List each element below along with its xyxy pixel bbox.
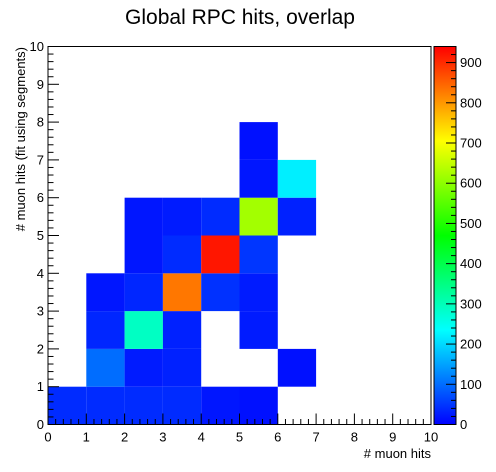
- colorbar-axis: 0 100 200 300 400 500 600 700 800 900: [446, 54, 482, 432]
- heatmap-cells: [48, 122, 317, 425]
- colorbar-tick-label: 600: [460, 176, 482, 191]
- y-tick-label: 3: [37, 304, 44, 319]
- heatmap-cell: [239, 197, 278, 236]
- y-tick-label: 6: [37, 190, 44, 205]
- x-tick-label: 0: [44, 430, 51, 445]
- heatmap-cell: [86, 311, 125, 349]
- x-tick-label: 6: [274, 430, 281, 445]
- heatmap-cell: [239, 159, 278, 198]
- heatmap-cell: [48, 386, 87, 425]
- y-tick-label: 9: [37, 77, 44, 92]
- colorbar-tick-label: 400: [460, 256, 482, 271]
- x-tick-label: 1: [83, 430, 90, 445]
- heatmap-cell: [201, 197, 240, 236]
- heatmap-cell: [277, 197, 317, 236]
- y-tick-label: 10: [30, 39, 44, 54]
- x-tick-label: 9: [389, 430, 396, 445]
- heatmap-cell: [162, 348, 202, 387]
- x-tick-label: 8: [351, 430, 358, 445]
- heatmap-cell: [201, 273, 240, 312]
- heatmap-cell: [201, 235, 240, 274]
- colorbar-tick-label: 900: [460, 55, 482, 70]
- heatmap-cell: [162, 197, 202, 236]
- heatmap-cell: [124, 348, 163, 387]
- x-tick-label: 4: [198, 430, 205, 445]
- heatmap-cell: [239, 122, 278, 160]
- colorbar-tick-label: 100: [460, 377, 482, 392]
- heatmap-cell: [162, 311, 202, 349]
- colorbar-tick-label: 300: [460, 296, 482, 311]
- heatmap-cell: [162, 273, 202, 312]
- y-tick-label: 8: [37, 115, 44, 130]
- axes: 0 1 2 3 4 5 6 7 8 9 10 0 1 2 3 4 5 6 7 8 9 10: [30, 39, 439, 445]
- heatmap-cell: [277, 348, 317, 387]
- y-axis-label: # muon hits (fit using segments): [13, 47, 28, 231]
- y-tick-label: 7: [37, 152, 44, 167]
- y-tick-label: 0: [37, 417, 44, 432]
- heatmap-cell: [162, 386, 202, 425]
- heatmap-cell: [124, 197, 163, 236]
- heatmap-cell: [239, 386, 278, 425]
- heatmap-cell: [86, 348, 125, 387]
- y-tick-label: 4: [37, 266, 44, 281]
- heatmap-cell: [162, 235, 202, 274]
- heatmap-cell: [239, 311, 278, 349]
- x-tick-label: 2: [121, 430, 128, 445]
- colorbar-tick-label: 500: [460, 216, 482, 231]
- heatmap-cell: [239, 273, 278, 312]
- colorbar: [433, 46, 457, 425]
- colorbar-tick-label: 0: [460, 417, 467, 432]
- x-tick-label: 7: [312, 430, 319, 445]
- colorbar-tick-label: 200: [460, 337, 482, 352]
- colorbar-tick-label: 700: [460, 136, 482, 151]
- colorbar-tick-label: 800: [460, 95, 482, 110]
- x-axis-label: # muon hits: [364, 446, 432, 461]
- x-tick-label: 5: [236, 430, 243, 445]
- y-tick-label: 2: [37, 341, 44, 356]
- y-tick-label: 5: [37, 228, 44, 243]
- heatmap-cell: [124, 235, 163, 274]
- heatmap-cell: [124, 386, 163, 425]
- heatmap-cell: [86, 273, 125, 312]
- x-tick-label: 10: [424, 430, 438, 445]
- y-tick-label: 1: [37, 379, 44, 394]
- heatmap-cell: [239, 235, 278, 274]
- heatmap-cell: [201, 386, 240, 425]
- heatmap-cell: [86, 386, 125, 425]
- x-tick-label: 3: [159, 430, 166, 445]
- heatmap-cell: [124, 311, 163, 349]
- heatmap-cell: [277, 159, 317, 198]
- heatmap-cell: [124, 273, 163, 312]
- chart-title: Global RPC hits, overlap: [125, 6, 355, 29]
